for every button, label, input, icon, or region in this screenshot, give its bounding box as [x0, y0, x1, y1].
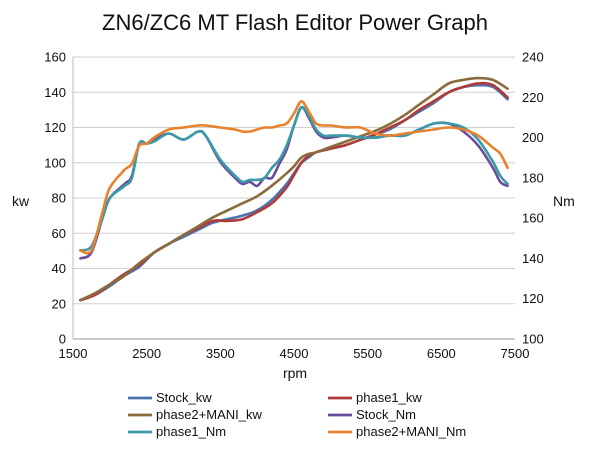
series-line-stock-nm [79, 105, 509, 260]
x-axis-label: rpm [283, 365, 307, 381]
series-line-stock-kw [79, 83, 509, 302]
legend-label-phase1-nm: phase1_Nm [156, 424, 226, 439]
y-tick-label-right: 140 [522, 251, 544, 266]
y-tick-label-right: 100 [522, 332, 544, 347]
y-tick-label-left: 140 [44, 85, 66, 100]
y-tick-label-right: 120 [522, 291, 544, 306]
y-tick-label-left: 160 [44, 50, 66, 65]
y-axis-label-left: kw [12, 193, 30, 209]
y-tick-label-right: 220 [522, 90, 544, 105]
legend: Stock_kw phase1_kw phase2+MANI_kw Stock_Nmp… [128, 390, 466, 439]
x-tick-label: 2500 [132, 346, 161, 361]
legend-label-stock-nm: Stock_Nm [356, 407, 416, 422]
legend-label-phase2-mani-nm: phase2+MANI_Nm [356, 424, 466, 439]
legend-label-phase2-mani-kw: phase2+MANI_kw [156, 407, 262, 422]
x-tick-label: 7500 [501, 346, 530, 361]
y-tick-label-right: 240 [522, 50, 544, 65]
y-tick-label-left: 100 [44, 155, 66, 170]
y-tick-label-left: 40 [52, 261, 66, 276]
gridlines [73, 56, 515, 340]
x-tick-label: 4500 [280, 346, 309, 361]
x-tick-label: 1500 [59, 346, 88, 361]
series-line-phase2-mani-kw [79, 76, 509, 302]
x-tick-label: 5500 [353, 346, 382, 361]
axes: 0 20 40 60 80 100 120 140 160 100 120 140 160 180 200 2… [44, 50, 543, 362]
y-axis-label-right: Nm [553, 193, 575, 209]
series-lines [79, 76, 509, 302]
y-tick-label-left: 120 [44, 120, 66, 135]
y-tick-label-left: 0 [59, 332, 66, 347]
series-line-phase2-mani-nm [79, 100, 509, 255]
y-tick-label-left: 20 [52, 296, 66, 311]
y-tick-label-right: 180 [522, 170, 544, 185]
y-tick-label-left: 60 [52, 226, 66, 241]
y-tick-label-right: 200 [522, 130, 544, 145]
x-tick-label: 3500 [206, 346, 235, 361]
legend-label-stock-kw: Stock_kw [156, 390, 212, 405]
legend-label-phase1-kw: phase1_kw [356, 390, 422, 405]
y-tick-label-right: 160 [522, 211, 544, 226]
y-tick-label-left: 80 [52, 191, 66, 206]
chart-title: ZN6/ZC6 MT Flash Editor Power Graph [102, 10, 488, 35]
x-tick-label: 6500 [427, 346, 456, 361]
